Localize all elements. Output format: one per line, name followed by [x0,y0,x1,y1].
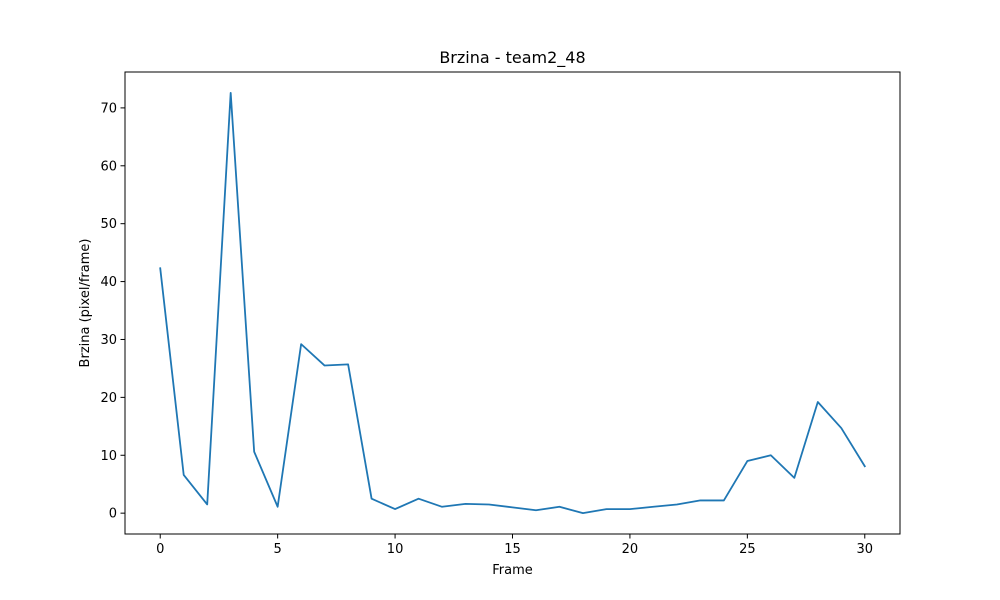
y-tick-label: 30 [100,333,117,348]
x-tick-label: 30 [856,542,873,557]
y-tick-label: 70 [100,101,117,116]
x-tick-label: 20 [622,542,639,557]
y-tick-label: 50 [100,217,117,232]
y-tick-label: 60 [100,159,117,174]
y-axis-label: Brzina (pixel/frame) [78,239,93,368]
y-tick-label: 0 [109,507,117,522]
x-tick-label: 15 [504,542,521,557]
x-tick-label: 5 [274,542,282,557]
chart-title: Brzina - team2_48 [439,48,585,68]
y-tick-label: 40 [100,275,117,290]
y-tick-label: 10 [100,449,117,464]
x-axis-label: Frame [492,563,533,578]
y-tick-label: 20 [100,391,117,406]
series-line-0 [159,91,867,515]
x-tick-label: 25 [739,542,756,557]
x-tick-label: 0 [156,542,164,557]
x-tick-label: 10 [387,542,404,557]
